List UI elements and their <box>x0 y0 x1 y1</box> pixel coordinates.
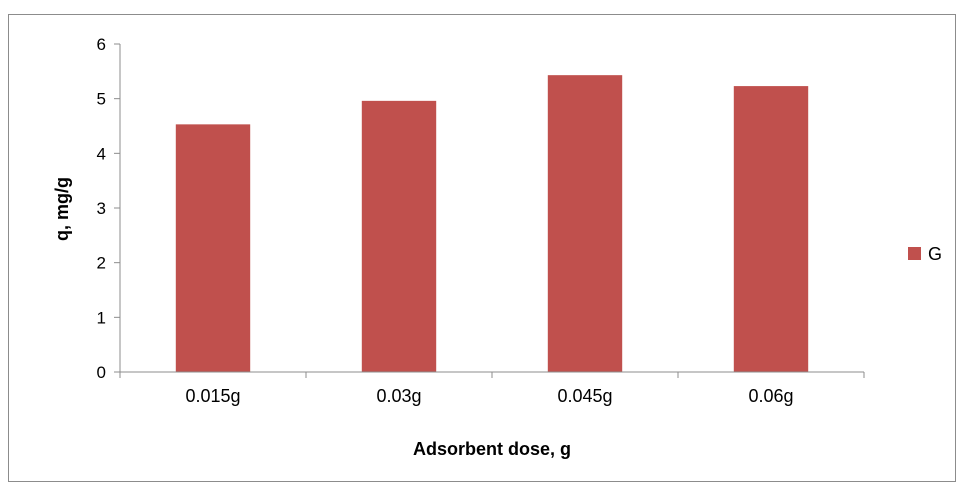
y-tick-label: 3 <box>97 199 106 218</box>
x-axis-title: Adsorbent dose, g <box>413 439 571 459</box>
bar-0.015g <box>175 124 251 372</box>
y-tick-label: 6 <box>97 35 106 54</box>
y-tick-label: 5 <box>97 90 106 109</box>
y-tick-label: 1 <box>97 308 106 327</box>
x-axis-ticks: 0.015g 0.03g 0.045g 0.06g <box>119 372 865 406</box>
y-tick-label: 2 <box>97 254 106 273</box>
x-tick-label: 0.045g <box>557 386 612 406</box>
x-tick-label: 0.03g <box>376 386 421 406</box>
y-axis-ticks: 0 1 2 3 4 5 6 <box>97 35 120 382</box>
bar-0.06g <box>733 86 809 373</box>
bar-series <box>175 75 809 373</box>
legend-label: G <box>928 244 942 264</box>
x-tick-label: 0.015g <box>185 386 240 406</box>
x-tick-label: 0.06g <box>748 386 793 406</box>
y-tick-label: 0 <box>97 363 106 382</box>
bar-0.03g <box>361 100 437 372</box>
bar-0.045g <box>547 75 623 372</box>
legend: G <box>908 244 942 264</box>
legend-swatch <box>908 247 921 260</box>
y-tick-label: 4 <box>97 144 106 163</box>
y-axis-title: q, mg/g <box>52 177 72 241</box>
